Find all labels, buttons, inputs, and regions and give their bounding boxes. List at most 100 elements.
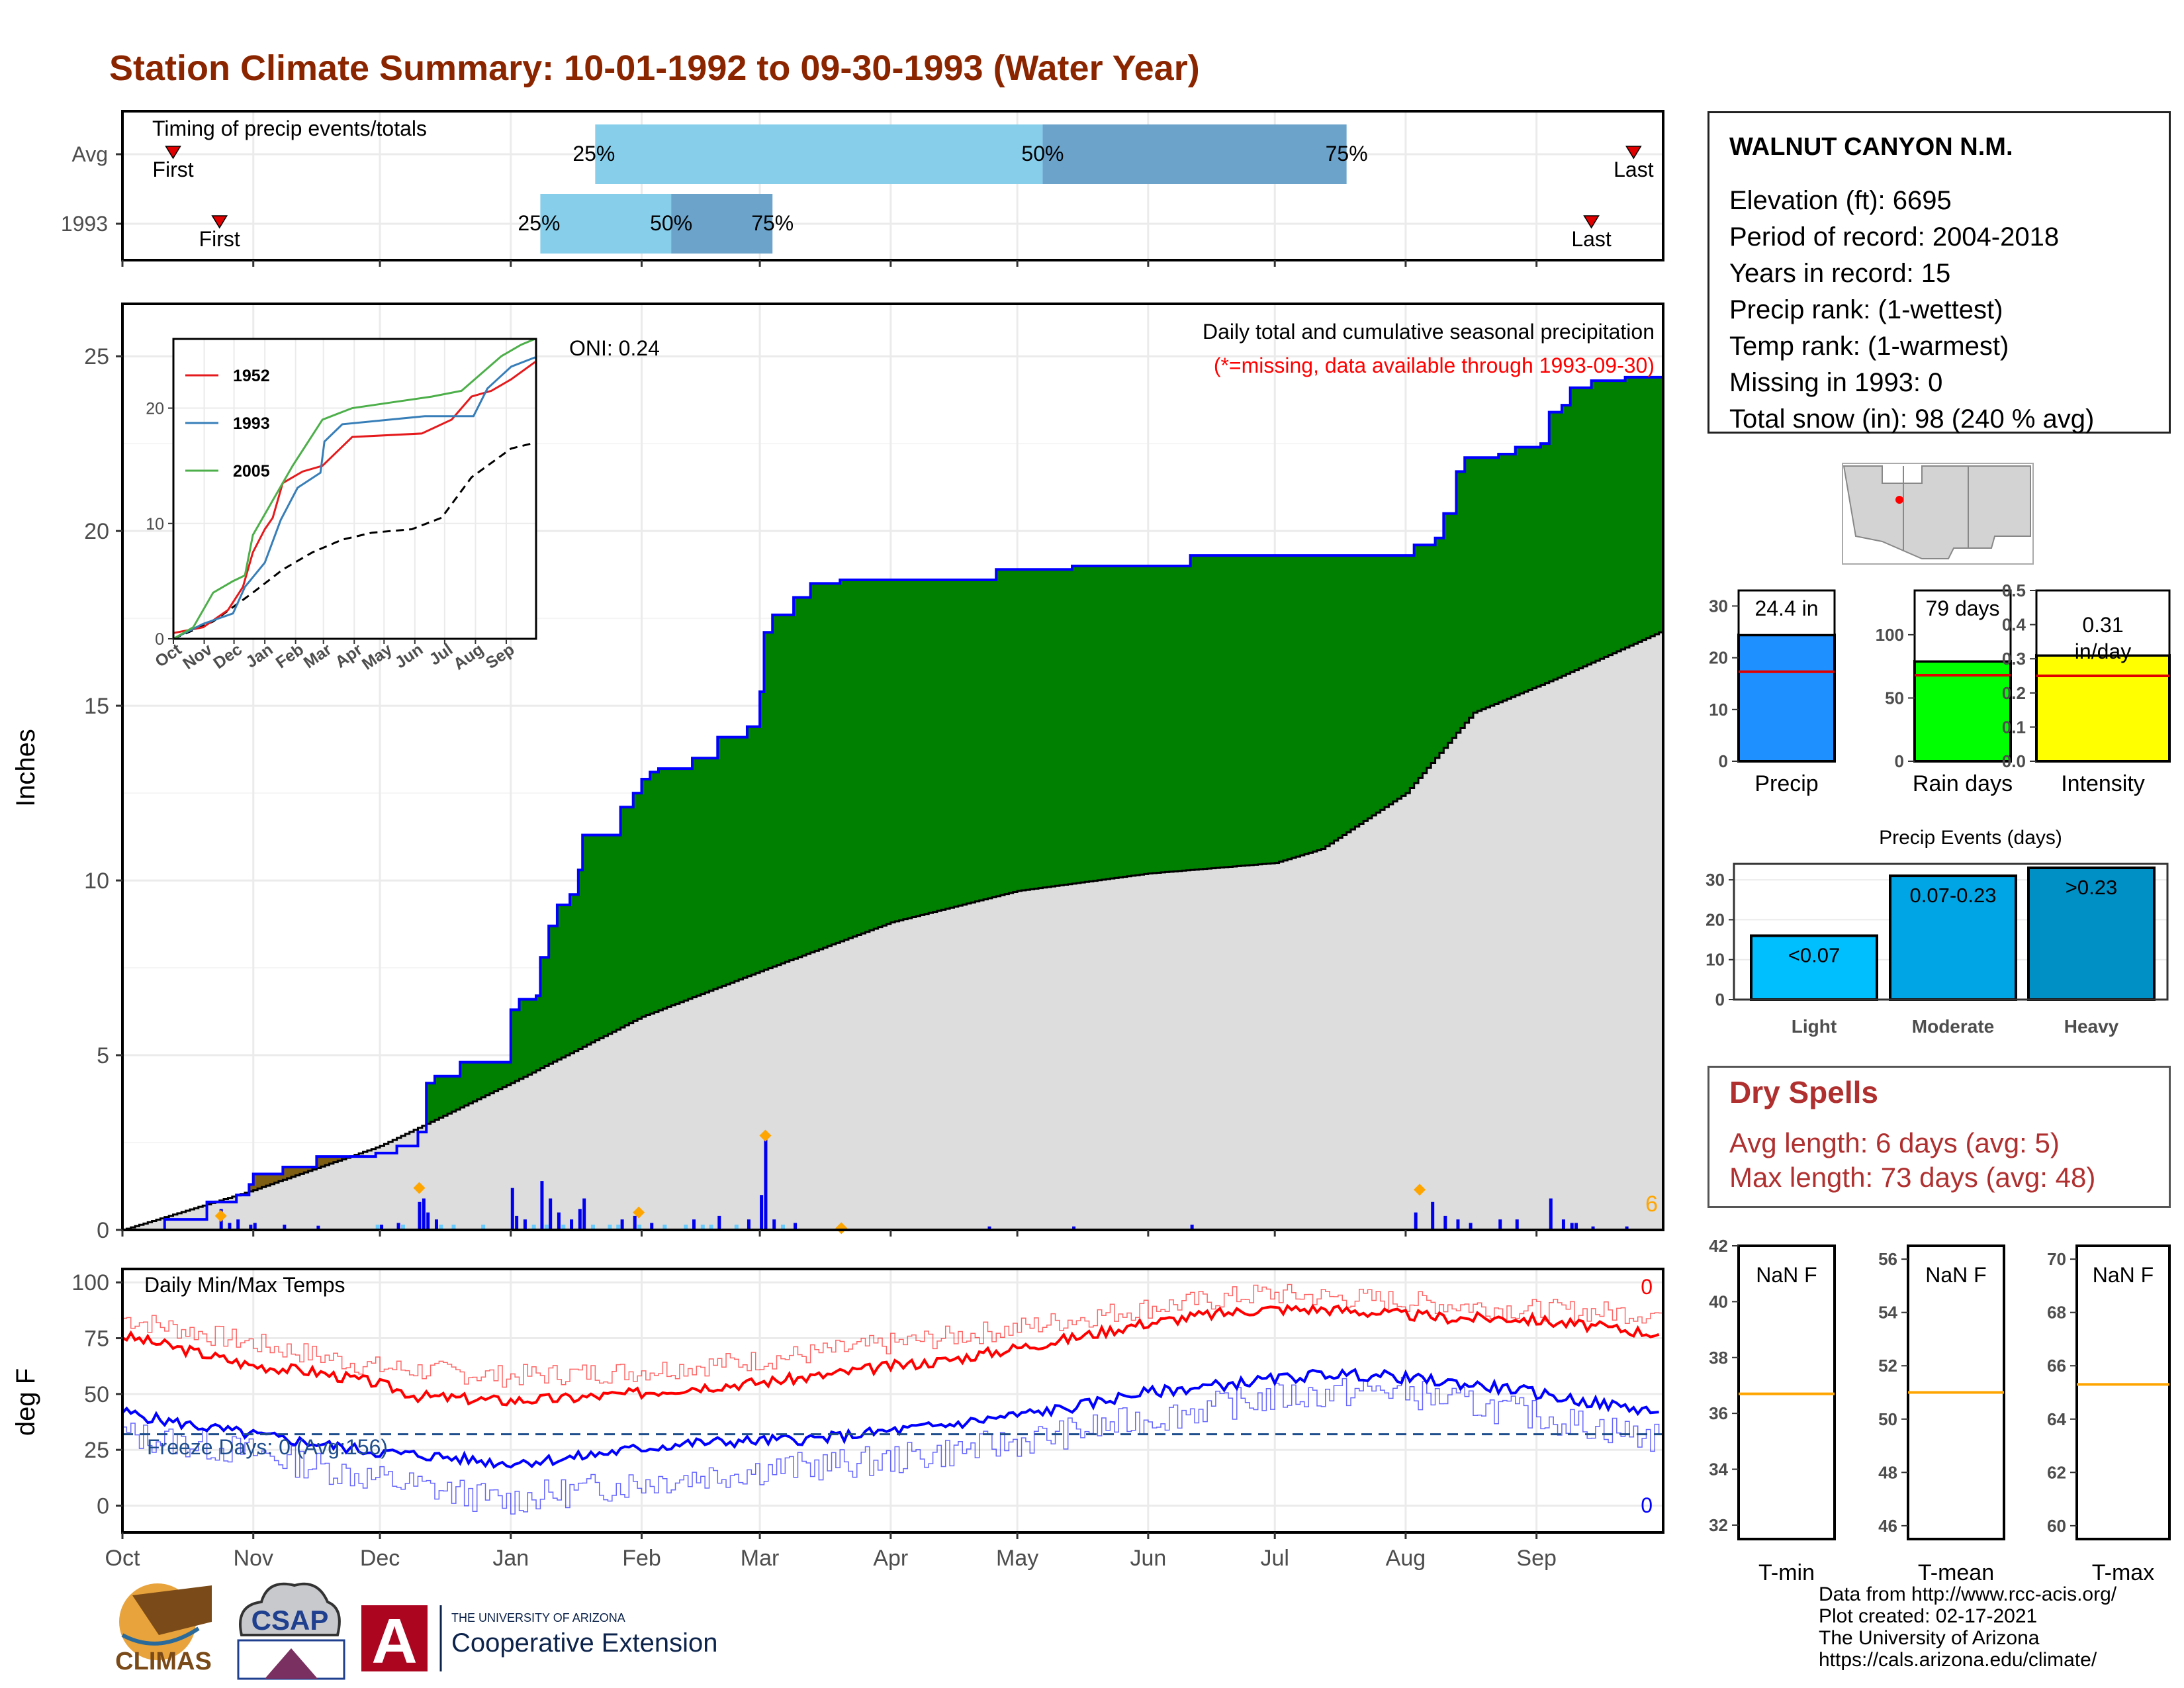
temp-box-y-tick: 36 xyxy=(1709,1403,1728,1423)
precip-events-title: Precip Events (days) xyxy=(1879,827,2062,849)
summary-y-tick: 0.4 xyxy=(2002,615,2026,635)
y-tick-label: 10 xyxy=(84,868,109,894)
daily-precip-bar xyxy=(1072,1226,1076,1230)
station-location-icon xyxy=(1895,496,1903,504)
ua-big-text: Cooperative Extension xyxy=(451,1628,717,1658)
daily-precip-bar xyxy=(434,1219,438,1230)
daily-snow-bar xyxy=(451,1225,456,1230)
timing-p50-label: 50% xyxy=(1021,142,1064,165)
timing-bar-50-75 xyxy=(671,194,773,254)
daily-precip-bar xyxy=(249,1225,253,1230)
plot-frame xyxy=(121,303,1664,1231)
month-label: Apr xyxy=(873,1546,908,1571)
precip-event-bar xyxy=(1889,874,2017,1002)
timing-bar-25-50 xyxy=(595,124,1043,184)
temp-box-y-tick: 70 xyxy=(2047,1249,2066,1269)
inset-y-tick: 10 xyxy=(146,515,164,534)
temp-box-x-label: T-max xyxy=(2092,1560,2154,1585)
station-name: WALNUT CANYON N.M. xyxy=(1729,133,2013,161)
missing-annotation: (*=missing, data available through 1993-… xyxy=(1214,353,1655,377)
y-tick-label: 25 xyxy=(84,344,109,369)
summary-value-label: in/day xyxy=(2075,639,2131,663)
ua-logo-box xyxy=(361,1605,428,1671)
temp-box-x-label: T-min xyxy=(1758,1560,1815,1585)
summary-y-tick: 10 xyxy=(1709,700,1728,720)
cumulative-precip-line xyxy=(122,375,1663,1231)
inset-legend-label: 2005 xyxy=(233,462,270,481)
dry-spells-avg: Avg length: 6 days (avg: 5) xyxy=(1729,1127,2060,1158)
y-tick-label: 20 xyxy=(84,519,109,544)
summary-y-tick: 0 xyxy=(1895,751,1904,771)
events-y-tick: 20 xyxy=(1706,910,1725,929)
daily-precip-bar xyxy=(557,1212,561,1230)
locator-map xyxy=(1842,463,2034,565)
daily-precip-bar xyxy=(316,1225,320,1230)
temp-box-y-tick: 54 xyxy=(1878,1303,1897,1323)
daily-precip-bar xyxy=(253,1223,257,1230)
state-shapes xyxy=(1843,465,2031,559)
inset-series-1993 xyxy=(173,356,536,640)
daily-precip-bar xyxy=(1443,1215,1447,1230)
first-label: First xyxy=(152,158,193,181)
climas-mesa-icon xyxy=(132,1585,212,1635)
temp-boxes: NaN F 32 34 36 38 40 42 T-min NaN F 46 48 50 52 54 56 T… xyxy=(1709,1236,2171,1585)
daily-snow-bar xyxy=(400,1225,405,1230)
daily-precip-bar xyxy=(510,1188,514,1230)
summary-x-label: Rain days xyxy=(1913,771,2013,796)
temp-y-tick: 75 xyxy=(84,1327,109,1352)
inset-series-1952 xyxy=(173,361,536,634)
daily-precip-bar xyxy=(1498,1219,1502,1230)
month-label: Aug xyxy=(1386,1546,1426,1571)
credits: Data from http://www.rcc-acis.org/ Plot … xyxy=(1819,1583,2116,1671)
last-label: Last xyxy=(1614,158,1654,181)
events-y-tick: 0 xyxy=(1715,990,1725,1009)
events-frame xyxy=(1733,863,2169,1001)
daily-precip-bar xyxy=(380,1225,384,1230)
temp-chart: Freeze Days: 0 (Avg:156) Daily Min/Max Te… xyxy=(11,1268,1664,1571)
daily-snow-bar xyxy=(590,1225,595,1230)
daily-snow-bar xyxy=(700,1225,705,1230)
daily-precip-bar xyxy=(760,1195,764,1230)
summary-y-tick: 50 xyxy=(1885,688,1904,708)
precip-event-label: <0.07 xyxy=(1788,944,1840,967)
temp-box-y-tick: 52 xyxy=(1878,1356,1897,1376)
daily-precip-bar xyxy=(717,1215,721,1230)
timing-bar-50-75 xyxy=(1042,124,1347,184)
month-label: Mar xyxy=(741,1546,780,1571)
temp-y-tick: 0 xyxy=(97,1494,109,1519)
station-temp-rank: Temp rank: (1-warmest) xyxy=(1729,332,2009,361)
precip-event-label: 0.07-0.23 xyxy=(1910,884,1997,907)
timing-row-label: Avg xyxy=(71,142,108,166)
month-label: Nov xyxy=(233,1546,273,1571)
timing-p75-label: 75% xyxy=(751,211,794,235)
extreme-event-marker xyxy=(633,1206,645,1219)
daily-snow-bar xyxy=(608,1225,612,1230)
events-y-tick: 10 xyxy=(1706,950,1725,970)
dry-spells-title: Dry Spells xyxy=(1729,1075,1878,1109)
temp-box-y-tick: 60 xyxy=(2047,1516,2066,1536)
temp-box-y-tick: 40 xyxy=(1709,1291,1728,1311)
temp-box-y-tick: 50 xyxy=(1878,1409,1897,1429)
daily-precip-bar xyxy=(1515,1219,1519,1230)
station-info-box: WALNUT CANYON N.M. Elevation (ft): 6695 … xyxy=(1707,111,2171,434)
summary-y-tick: 0.5 xyxy=(2002,581,2026,600)
summary-x-label: Precip xyxy=(1754,771,1818,796)
timing-bar-25-50 xyxy=(540,194,672,254)
daily-snow-bar xyxy=(481,1225,486,1230)
ua-small-text: THE UNIVERSITY OF ARIZONA xyxy=(451,1611,625,1624)
timing-frame xyxy=(121,110,1664,261)
daily-precip-bar xyxy=(396,1223,400,1230)
timing-title: Timing of precip events/totals xyxy=(152,117,427,140)
extreme-event-marker xyxy=(413,1182,426,1194)
daily-precip-bar xyxy=(692,1219,696,1230)
timing-row-label: 1993 xyxy=(61,212,108,236)
last-marker-icon xyxy=(1583,215,1600,229)
summary-y-tick: 0.2 xyxy=(2002,683,2026,703)
oni-label: ONI: 0.24 xyxy=(569,336,660,360)
summary-y-tick: 20 xyxy=(1709,648,1728,668)
climas-logo-text: CLIMAS xyxy=(115,1648,212,1675)
daily-snow-bar xyxy=(616,1225,621,1230)
precip-event-category: Moderate xyxy=(1912,1016,1994,1037)
daily-precip-bar xyxy=(582,1198,586,1230)
daily-precip-bar xyxy=(422,1198,426,1230)
